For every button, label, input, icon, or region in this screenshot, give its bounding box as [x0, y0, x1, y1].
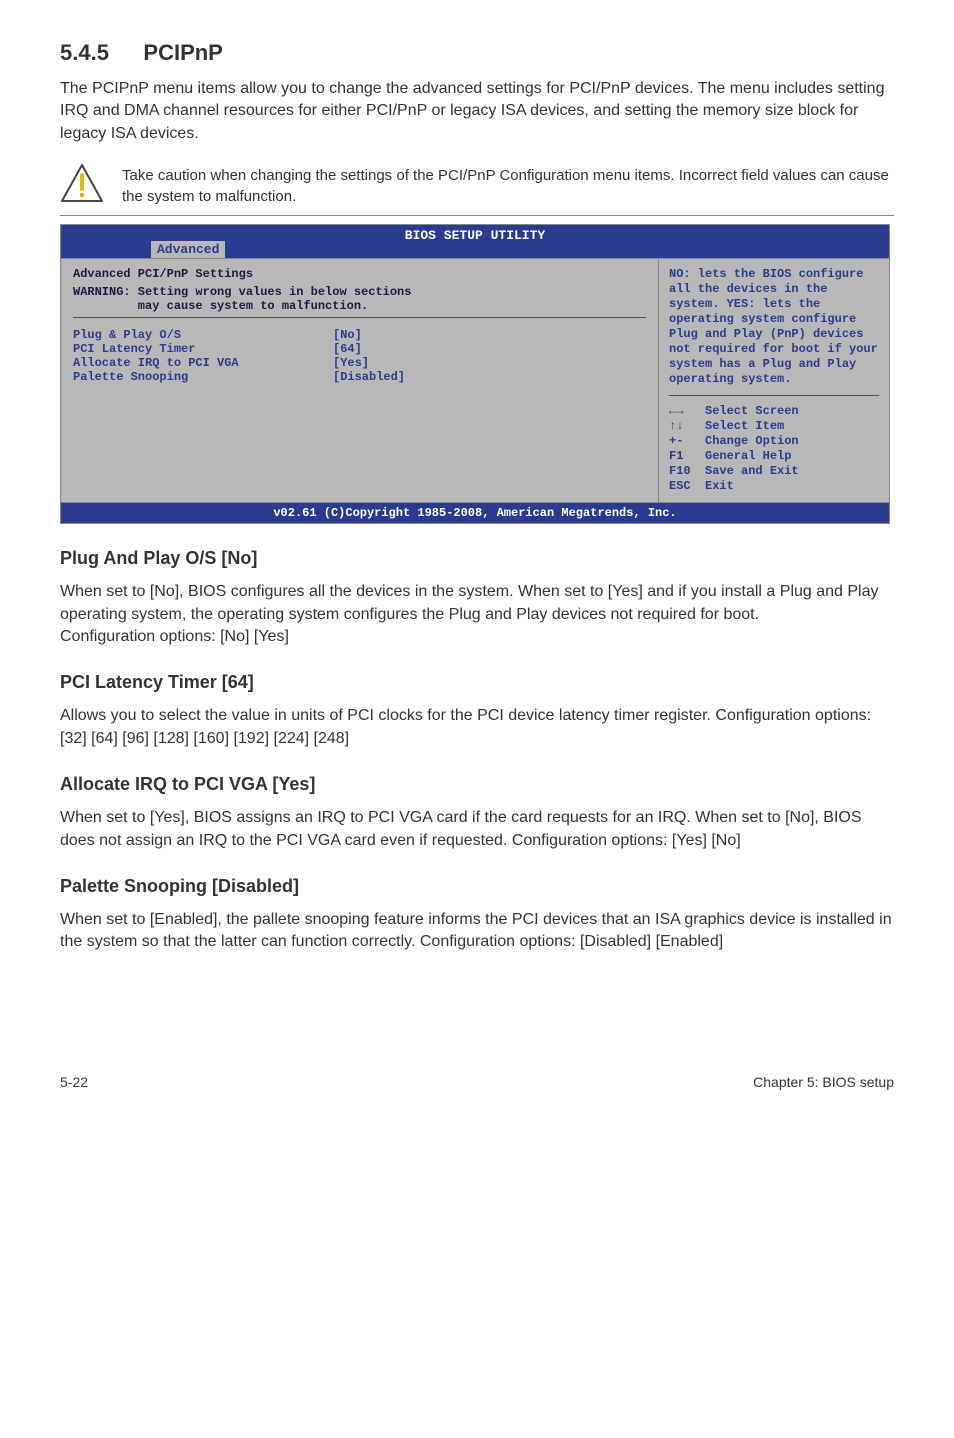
- subsection-body: Configuration options: [No] [Yes]: [60, 626, 894, 648]
- bios-nav: ←→ Select Screen: [669, 404, 879, 419]
- bios-nav: ↑↓ Select Item: [669, 419, 879, 434]
- bios-header-title: BIOS SETUP UTILITY: [405, 228, 545, 243]
- page-number: 5-22: [60, 1074, 88, 1090]
- bios-setting-row: Allocate IRQ to PCI VGA [Yes]: [73, 356, 646, 370]
- bios-setting-row: PCI Latency Timer [64]: [73, 342, 646, 356]
- bios-value: [64]: [333, 342, 362, 356]
- bios-screenshot: BIOS SETUP UTILITY Advanced Advanced PCI…: [60, 224, 890, 524]
- bios-right-panel: NO: lets the BIOS configure all the devi…: [659, 259, 889, 502]
- bios-header: BIOS SETUP UTILITY Advanced: [60, 224, 890, 258]
- bios-footer: v02.61 (C)Copyright 1985-2008, American …: [60, 503, 890, 524]
- section-title: PCIPnP: [143, 40, 222, 65]
- bios-label: Palette Snooping: [73, 370, 333, 384]
- bios-label: Allocate IRQ to PCI VGA: [73, 356, 333, 370]
- subsection-body: When set to [Enabled], the pallete snoop…: [60, 909, 894, 954]
- bios-nav: F10 Save and Exit: [669, 464, 879, 479]
- bios-left-panel: Advanced PCI/PnP Settings WARNING: Setti…: [61, 259, 659, 502]
- bios-tab-advanced: Advanced: [151, 241, 225, 258]
- caution-icon: [60, 163, 104, 203]
- subsection-body: When set to [No], BIOS configures all th…: [60, 581, 894, 626]
- bios-label: PCI Latency Timer: [73, 342, 333, 356]
- bios-nav: F1 General Help: [669, 449, 879, 464]
- subsection-heading: Plug And Play O/S [No]: [60, 548, 894, 569]
- bios-label: Plug & Play O/S: [73, 328, 333, 342]
- subsection-heading: Palette Snooping [Disabled]: [60, 876, 894, 897]
- bios-value: [Yes]: [333, 356, 369, 370]
- section-number: 5.4.5: [60, 40, 109, 66]
- subsection-body: Allows you to select the value in units …: [60, 705, 894, 750]
- caution-text: Take caution when changing the settings …: [122, 163, 894, 207]
- bios-nav: ESC Exit: [669, 479, 879, 494]
- bios-body: Advanced PCI/PnP Settings WARNING: Setti…: [60, 258, 890, 503]
- bios-setting-row: Palette Snooping [Disabled]: [73, 370, 646, 384]
- caution-block: Take caution when changing the settings …: [60, 163, 894, 216]
- bios-left-heading: Advanced PCI/PnP Settings: [73, 267, 646, 281]
- bios-nav: +- Change Option: [669, 434, 879, 449]
- bios-warning: WARNING: Setting wrong values in below s…: [73, 285, 646, 318]
- intro-paragraph: The PCIPnP menu items allow you to chang…: [60, 78, 894, 145]
- subsection-heading: Allocate IRQ to PCI VGA [Yes]: [60, 774, 894, 795]
- chapter-label: Chapter 5: BIOS setup: [753, 1074, 894, 1090]
- bios-help-text: NO: lets the BIOS configure all the devi…: [669, 267, 879, 396]
- subsection-body: When set to [Yes], BIOS assigns an IRQ t…: [60, 807, 894, 852]
- bios-value: [Disabled]: [333, 370, 405, 384]
- subsection-heading: PCI Latency Timer [64]: [60, 672, 894, 693]
- bios-setting-row: Plug & Play O/S [No]: [73, 328, 646, 342]
- bios-value: [No]: [333, 328, 362, 342]
- page-footer: 5-22 Chapter 5: BIOS setup: [60, 1074, 894, 1090]
- section-header: 5.4.5 PCIPnP: [60, 40, 894, 66]
